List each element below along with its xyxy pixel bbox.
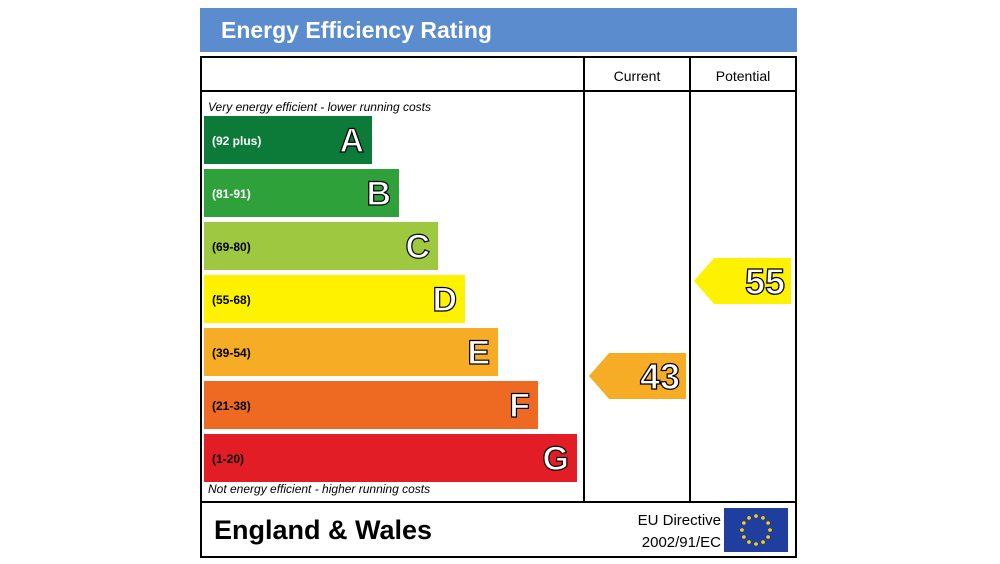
eu-directive-line2: 2002/91/EC bbox=[641, 534, 721, 551]
flag-star bbox=[761, 540, 765, 544]
column-divider-current bbox=[583, 58, 585, 501]
eu-flag-icon bbox=[724, 508, 788, 552]
band-letter: D bbox=[432, 281, 457, 319]
flag-star bbox=[761, 516, 765, 520]
flag-star bbox=[754, 542, 758, 546]
potential-column-header: Potential bbox=[715, 68, 771, 84]
flag-star bbox=[740, 528, 744, 532]
band-letter: A bbox=[339, 122, 364, 160]
current-column-header: Current bbox=[613, 68, 661, 84]
band-e: (39-54) E bbox=[204, 328, 498, 376]
band-range-label: (81-91) bbox=[212, 187, 251, 201]
band-letter: C bbox=[405, 228, 430, 266]
header-row-divider bbox=[202, 90, 795, 92]
current-rating-arrow: 43 bbox=[589, 353, 686, 399]
band-range-label: (21-38) bbox=[212, 399, 251, 413]
current-rating-arrow-value: 43 bbox=[640, 356, 680, 397]
rating-frame: Current Potential Very energy efficient … bbox=[200, 56, 797, 558]
flag-star bbox=[747, 516, 751, 520]
flag-star bbox=[754, 514, 758, 518]
band-bar bbox=[204, 434, 577, 482]
flag-star bbox=[742, 521, 746, 525]
band-d: (55-68) D bbox=[204, 275, 465, 323]
band-letter: G bbox=[543, 440, 569, 478]
band-range-label: (1-20) bbox=[212, 452, 244, 466]
band-range-label: (39-54) bbox=[212, 346, 251, 360]
band-f: (21-38) F bbox=[204, 381, 538, 429]
band-c: (69-80) C bbox=[204, 222, 438, 270]
band-bar bbox=[204, 328, 498, 376]
column-divider-potential bbox=[689, 58, 691, 501]
potential-rating-arrow-shape bbox=[694, 258, 791, 304]
bottom-note: Not energy efficient - higher running co… bbox=[208, 482, 431, 496]
flag-star bbox=[768, 528, 772, 532]
country-label: England & Wales bbox=[214, 515, 433, 545]
band-range-label: (92 plus) bbox=[212, 134, 261, 148]
potential-rating-arrow-value: 55 bbox=[745, 261, 785, 302]
band-letter: B bbox=[366, 175, 391, 213]
band-letter: F bbox=[509, 387, 530, 425]
eu-directive-line1: EU Directive bbox=[637, 512, 721, 529]
band-b: (81-91) B bbox=[204, 169, 399, 217]
band-bar bbox=[204, 222, 438, 270]
band-range-label: (55-68) bbox=[212, 293, 251, 307]
flag-star bbox=[766, 535, 770, 539]
potential-rating-arrow: 55 bbox=[694, 258, 791, 304]
flag-star bbox=[742, 535, 746, 539]
footer-divider bbox=[202, 501, 795, 503]
band-letter: E bbox=[467, 334, 490, 372]
band-a: (92 plus) A bbox=[204, 116, 372, 164]
band-bar bbox=[204, 169, 399, 217]
flag-star bbox=[766, 521, 770, 525]
top-note: Very energy efficient - lower running co… bbox=[208, 100, 431, 114]
eu-directive-text: EU Directive 2002/91/EC bbox=[638, 510, 721, 554]
current-rating-arrow-shape bbox=[589, 353, 686, 399]
flag-star bbox=[747, 540, 751, 544]
band-bar bbox=[204, 275, 465, 323]
band-bar bbox=[204, 381, 538, 429]
band-range-label: (69-80) bbox=[212, 240, 251, 254]
band-g: (1-20) G bbox=[204, 434, 577, 482]
chart-title: Energy Efficiency Rating bbox=[200, 8, 797, 52]
band-bar bbox=[204, 116, 372, 164]
